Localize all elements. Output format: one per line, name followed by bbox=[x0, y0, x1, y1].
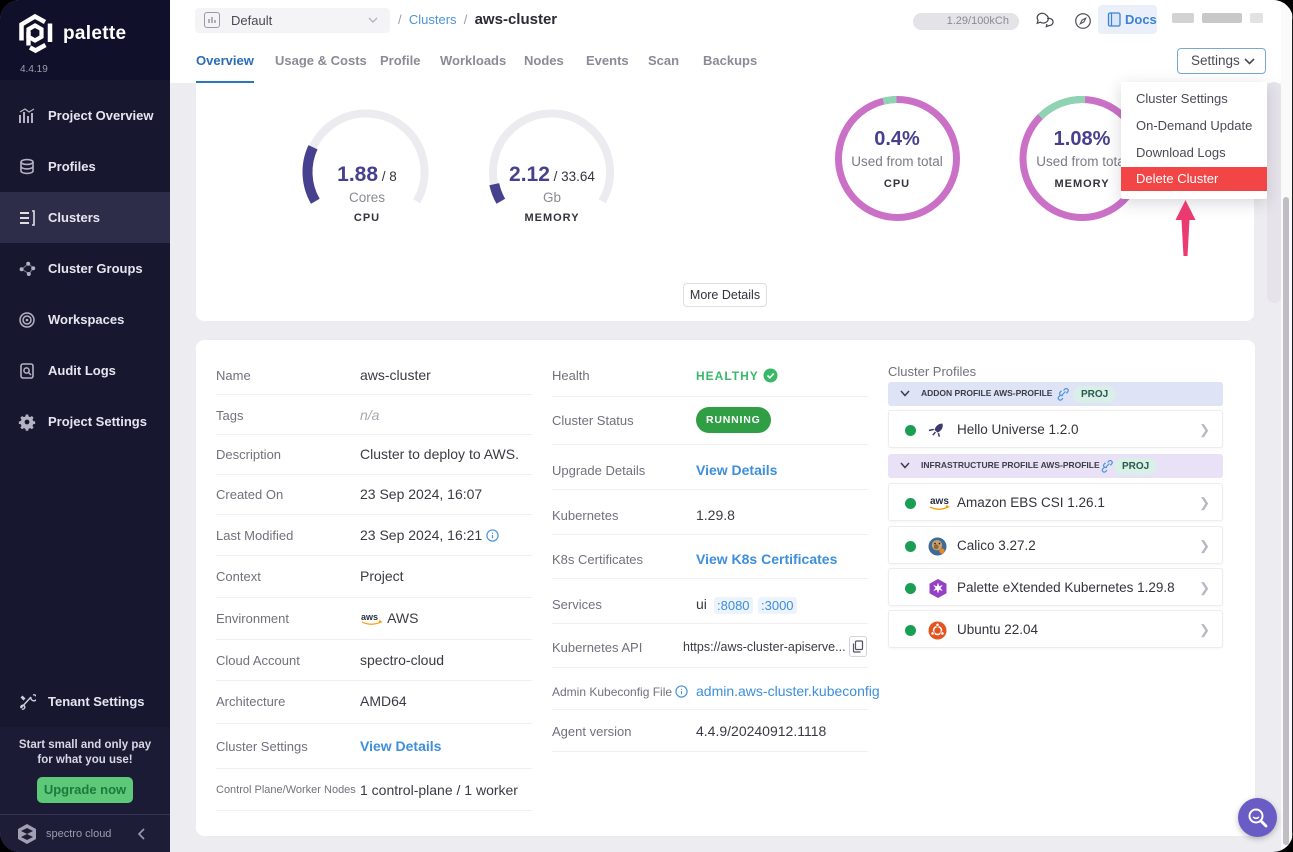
svg-text:aws: aws bbox=[361, 612, 378, 622]
svg-text:aws: aws bbox=[930, 496, 949, 507]
